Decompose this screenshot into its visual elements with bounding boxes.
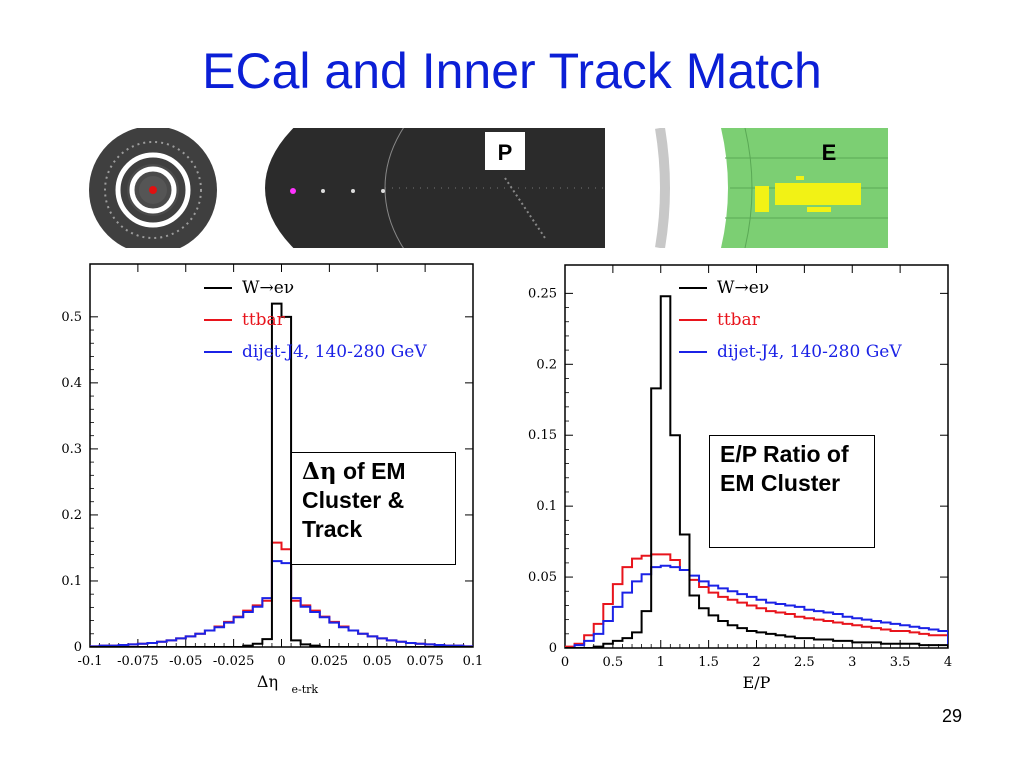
chart0-series-2-line <box>90 560 473 647</box>
chart1-y-tick-label: 0.15 <box>528 428 557 443</box>
endcap-view <box>85 128 265 248</box>
chart0-x-tick-label: -0.075 <box>117 654 159 669</box>
slide-title: ECal and Inner Track Match <box>202 43 822 99</box>
calorimeter-view <box>645 128 888 248</box>
event-display: P E <box>85 128 888 248</box>
chart1-x-tick-label: 4 <box>944 655 952 670</box>
chart0-y-tick-label: 0.3 <box>61 442 82 457</box>
chart1-series-0-line <box>565 295 948 648</box>
chart1-y-tick-label: 0 <box>549 641 557 656</box>
ep-ratio-callout: E/P Ratio of EM Cluster <box>709 435 875 548</box>
barrel-view <box>265 128 605 248</box>
delta-eta-symbol: Δη <box>302 458 337 485</box>
chart0-y-tick-label: 0.5 <box>61 310 82 325</box>
chart0-x-tick-label: 0.075 <box>407 654 444 669</box>
chart1-x-tick-label: 3 <box>848 655 856 670</box>
label-p: P <box>498 140 513 165</box>
chart1-legend-label-0: W→eν <box>717 278 769 298</box>
chart1-x-tick-label: 1.5 <box>698 655 719 670</box>
chart1-y-tick-label: 0.25 <box>528 286 557 301</box>
chart0-x-tick-label: 0.05 <box>363 654 392 669</box>
chart1-x-tick-label: 3.5 <box>890 655 911 670</box>
chart0-y-tick-label: 0.2 <box>61 508 82 523</box>
chart0-x-tick-label: -0.1 <box>77 654 102 669</box>
chart1-series-2-line <box>565 564 948 648</box>
chart1-legend-label-2: dijet-J4, 140-280 GeV <box>717 342 902 362</box>
page-number: 29 <box>941 706 962 726</box>
chart0-x-tick-label: -0.05 <box>169 654 202 669</box>
chart0-y-tick-label: 0.4 <box>61 376 82 391</box>
chart1-x-tick-label: 2.5 <box>794 655 815 670</box>
delta-eta-text: of EM Cluster & Track <box>302 458 406 542</box>
chart0-legend-label-2: dijet-J4, 140-280 GeV <box>242 342 427 362</box>
chart0-y-tick-label: 0.1 <box>61 574 82 589</box>
chart0-x-axis-label-sub: e-trk <box>292 683 319 696</box>
chart0-x-tick-label: -0.025 <box>213 654 255 669</box>
chart0-y-tick-label: 0 <box>74 640 82 655</box>
chart1-y-tick-label: 0.1 <box>536 499 557 514</box>
delta-eta-callout: Δη of EM Cluster & Track <box>291 452 456 565</box>
chart1-legend-label-1: ttbar <box>717 310 761 330</box>
chart1-x-axis-label: E/P <box>743 673 771 692</box>
chart0-x-tick-label: 0 <box>277 654 285 669</box>
label-e: E <box>822 140 837 165</box>
chart0-legend-label-0: W→eν <box>242 278 294 298</box>
chart0-x-tick-label: 0.025 <box>311 654 348 669</box>
chart0-x-axis-label: Δη <box>257 672 278 691</box>
chart1-x-tick-label: 0.5 <box>603 655 624 670</box>
chart0-x-tick-label: 0.1 <box>463 654 484 669</box>
chart1-x-tick-label: 2 <box>752 655 760 670</box>
delta-eta-chart: -0.1 -0.075 -0.05 -0.025 0 0.025 0.05 0.075 0.1 0… <box>40 262 490 712</box>
chart1-x-tick-label: 0 <box>561 655 569 670</box>
chart1-y-tick-label: 0.05 <box>528 570 557 585</box>
chart0-legend-label-1: ttbar <box>242 310 286 330</box>
chart1-x-tick-label: 1 <box>657 655 665 670</box>
chart1-y-tick-label: 0.2 <box>536 357 557 372</box>
chart0-series-0-line <box>90 302 473 647</box>
chart1-series-1-line <box>565 553 948 648</box>
